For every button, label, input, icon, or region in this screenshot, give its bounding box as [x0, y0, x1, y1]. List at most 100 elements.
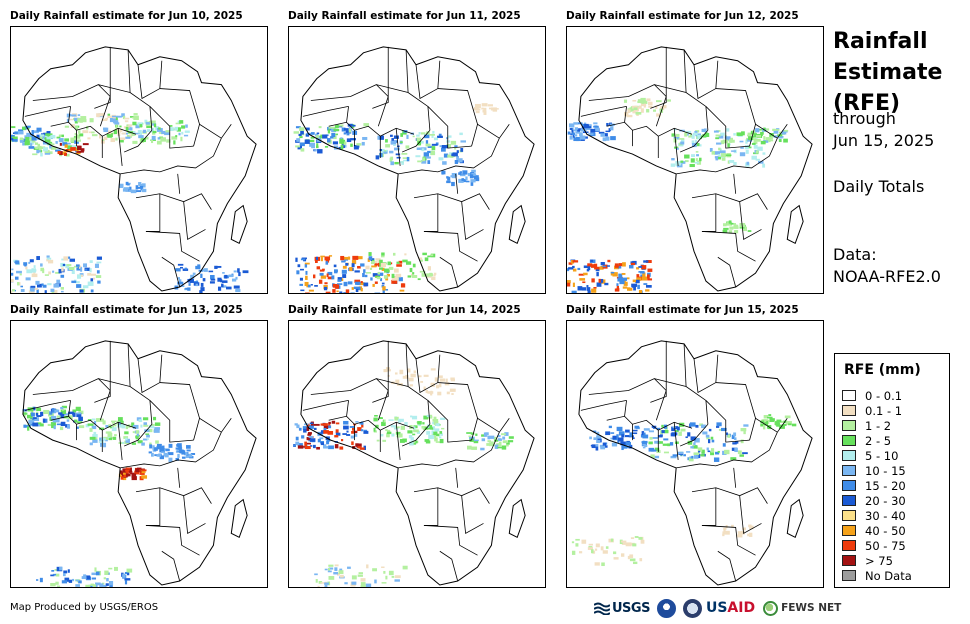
rainfall-cell [422, 252, 427, 256]
rainfall-cell [72, 409, 77, 413]
rainfall-cell [325, 261, 329, 265]
rainfall-cell [185, 287, 190, 290]
country-border [701, 231, 756, 262]
rainfall-cell [175, 135, 178, 138]
rainfall-cell [435, 137, 439, 140]
rainfall-map-jun-15 [566, 320, 824, 588]
rainfall-cell [731, 150, 736, 152]
rainfall-cell [72, 137, 77, 141]
rainfall-cell [680, 141, 685, 145]
rainfall-cell [417, 278, 421, 281]
rainfall-cell [626, 114, 633, 118]
rainfall-cell [715, 156, 719, 161]
rainfall-cell [35, 411, 39, 414]
rainfall-cell [40, 146, 46, 149]
rainfall-cell [159, 455, 165, 460]
rainfall-cell [77, 114, 81, 117]
rainfall-cell [39, 134, 45, 137]
rainfall-cell [179, 266, 183, 269]
rainfall-cell [317, 438, 321, 443]
rainfall-cell [297, 443, 303, 446]
rainfall-cell [425, 390, 429, 394]
rainfall-cell [379, 259, 383, 264]
rainfall-cell [76, 266, 82, 271]
rainfall-cell [195, 283, 198, 287]
legend-label: 10 - 15 [865, 463, 906, 478]
legend-swatch [842, 495, 856, 506]
rainfall-cell [327, 430, 334, 435]
rainfall-cell [645, 289, 650, 292]
rainfall-cell [738, 134, 744, 136]
rainfall-cell [654, 440, 660, 444]
rainfall-cell [427, 266, 431, 271]
rainfall-cell [308, 139, 315, 143]
rainfall-cell [76, 412, 82, 418]
rainfall-cell [394, 416, 399, 421]
rainfall-cell [137, 467, 142, 470]
rainfall-cell [184, 130, 190, 133]
country-border [655, 390, 667, 421]
rainfall-cell [340, 137, 343, 139]
rainfall-cell [391, 279, 398, 284]
rainfall-cell [747, 533, 751, 537]
rainfall-cell [407, 430, 413, 434]
rainfall-cell [427, 391, 434, 394]
rainfall-cell [188, 283, 191, 286]
rainfall-cell [101, 138, 105, 141]
rainfall-cell [742, 527, 746, 531]
rainfall-cell [375, 263, 379, 266]
rainfall-cell [400, 425, 405, 430]
rainfall-cell [629, 432, 633, 437]
rainfall-cell [444, 382, 450, 386]
rainfall-cell [402, 259, 408, 263]
rainfall-cell [11, 138, 14, 141]
rainfall-cell [438, 157, 444, 161]
rainfall-cell [419, 270, 426, 273]
rainfall-cell [353, 430, 358, 434]
rainfall-cell [11, 290, 13, 293]
rainfall-cell [393, 147, 400, 151]
rainfall-cell [135, 435, 139, 439]
rainfall-cell [178, 132, 181, 136]
rainfall-cell [32, 422, 39, 427]
rainfall-cell [100, 442, 103, 447]
rainfall-cell [179, 120, 184, 124]
rainfall-cell [71, 270, 75, 275]
country-border [401, 423, 431, 447]
rainfall-cell [69, 258, 75, 262]
rainfall-cell [595, 446, 599, 451]
rainfall-cell [19, 273, 22, 276]
rainfall-cell [629, 287, 633, 291]
rainfall-cell [328, 445, 334, 450]
country-border [398, 124, 510, 175]
rainfall-cell [628, 444, 633, 449]
rainfall-cell [80, 116, 87, 120]
rainfall-cell [210, 278, 216, 281]
rainfall-cell [37, 143, 40, 148]
country-border [127, 343, 131, 387]
rainfall-cell [220, 279, 223, 283]
africa-coastline [22, 340, 257, 586]
rainfall-cell [588, 543, 593, 546]
rainfall-cell [632, 429, 638, 432]
rainfall-cell [355, 288, 359, 293]
rainfall-cell [388, 419, 394, 421]
rainfall-cell [429, 414, 433, 417]
rainfall-cell [177, 277, 180, 280]
rainfall-cell [129, 189, 134, 192]
rainfall-cell [606, 122, 609, 127]
country-border [395, 422, 401, 460]
rainfall-cell [215, 265, 222, 268]
rainfall-cell [157, 137, 160, 140]
rainfall-cell [298, 427, 302, 431]
legend-item: 40 - 50 [842, 523, 912, 538]
rainfall-cell [591, 288, 597, 293]
rainfall-cell [647, 101, 653, 106]
rainfall-cell [129, 470, 133, 473]
rainfall-cell [111, 427, 117, 432]
rainfall-cell [295, 441, 300, 446]
country-border [471, 417, 500, 441]
rainfall-cell [27, 135, 32, 140]
africa-landmass [300, 340, 535, 585]
